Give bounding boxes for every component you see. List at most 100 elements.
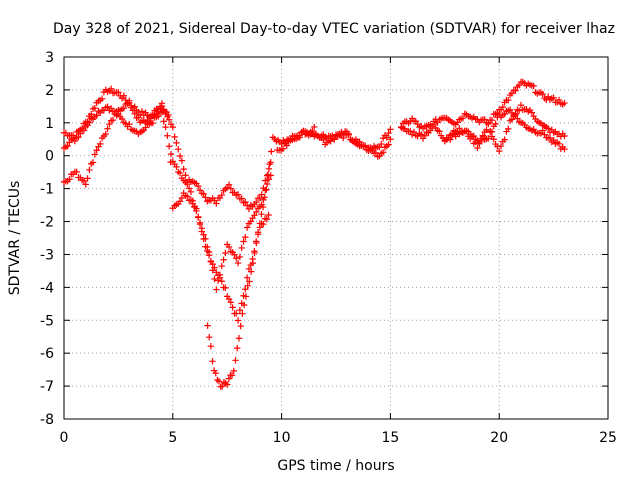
data-point: [91, 104, 99, 112]
data-point: [178, 194, 186, 202]
data-point: [499, 103, 507, 111]
data-point: [488, 116, 496, 124]
x-tick-label: 25: [599, 430, 617, 446]
data-point: [215, 378, 223, 385]
data-point: [259, 203, 267, 211]
data-point: [508, 109, 516, 117]
data-point: [246, 278, 253, 285]
data-point: [214, 376, 221, 384]
data-point: [176, 198, 184, 205]
data-point: [118, 115, 126, 123]
data-point: [530, 82, 537, 90]
data-point: [224, 381, 231, 388]
data-point: [418, 131, 425, 138]
data-point: [167, 158, 174, 166]
data-point: [247, 218, 254, 225]
data-point: [311, 123, 318, 131]
data-point: [251, 249, 258, 257]
y-tick-label: -4: [40, 280, 54, 296]
data-point: [182, 172, 189, 179]
data-point: [233, 255, 240, 262]
data-point: [187, 188, 195, 196]
data-point: [164, 132, 171, 139]
data-point: [222, 284, 229, 292]
data-point: [222, 249, 229, 257]
data-point: [218, 191, 225, 199]
data-point: [456, 125, 463, 132]
data-point: [75, 133, 82, 141]
y-tick-label: 1: [45, 116, 54, 132]
data-point: [98, 95, 106, 102]
x-tick-label: 20: [490, 430, 508, 446]
data-point: [126, 121, 133, 128]
data-point: [77, 130, 84, 137]
data-point: [515, 107, 523, 114]
data-point: [340, 131, 347, 138]
data-point: [227, 185, 235, 192]
data-point: [245, 205, 253, 213]
data-point: [104, 103, 111, 110]
data-point: [436, 128, 443, 135]
data-point: [126, 97, 133, 104]
data-point: [383, 134, 390, 141]
data-point: [483, 126, 490, 133]
y-tick-label: -2: [40, 215, 54, 231]
data-point: [251, 212, 258, 219]
data-point: [129, 107, 137, 114]
data-point: [234, 259, 242, 267]
data-point: [539, 90, 546, 98]
data-point: [109, 116, 117, 124]
series-track-8: [441, 106, 568, 153]
data-point: [260, 220, 267, 228]
data-point: [385, 129, 392, 137]
data-point: [89, 159, 97, 166]
data-point: [474, 137, 481, 144]
series-track-5: [274, 123, 394, 154]
data-point: [258, 210, 265, 218]
x-tick-label: 15: [381, 430, 399, 446]
data-point: [228, 372, 236, 379]
data-point: [202, 235, 209, 242]
data-point: [165, 111, 172, 119]
data-point: [216, 271, 224, 278]
data-point: [238, 244, 245, 252]
data-point: [184, 193, 191, 200]
data-point: [120, 104, 128, 112]
data-point: [138, 108, 146, 115]
data-point: [230, 367, 237, 375]
data-point: [235, 335, 243, 342]
data-point: [146, 118, 153, 126]
data-point: [82, 181, 89, 188]
x-axis-label: GPS time / hours: [277, 458, 394, 474]
data-point: [225, 243, 233, 251]
data-point: [517, 101, 525, 109]
data-point: [222, 379, 229, 387]
data-point: [80, 177, 88, 185]
data-point: [84, 175, 91, 182]
data-point: [309, 127, 316, 135]
data-point: [232, 357, 239, 364]
data-point: [237, 322, 244, 330]
data-point: [430, 120, 438, 128]
data-point: [279, 145, 287, 152]
data-point: [64, 142, 71, 150]
data-point: [244, 282, 251, 290]
data-point: [459, 114, 467, 122]
series-track-6: [398, 78, 568, 132]
data-point: [561, 99, 568, 107]
data-point: [206, 334, 213, 341]
data-point: [213, 286, 220, 293]
data-point: [265, 165, 273, 173]
data-point: [194, 213, 202, 221]
data-point: [71, 137, 79, 145]
data-point: [225, 375, 233, 382]
data-point: [218, 262, 225, 270]
data-point: [165, 143, 173, 150]
data-point: [258, 191, 265, 198]
data-point: [268, 148, 275, 155]
data-point: [501, 136, 508, 143]
data-point: [189, 200, 196, 207]
data-point: [160, 118, 167, 125]
data-point: [155, 108, 162, 115]
y-tick-label: -6: [40, 346, 54, 362]
